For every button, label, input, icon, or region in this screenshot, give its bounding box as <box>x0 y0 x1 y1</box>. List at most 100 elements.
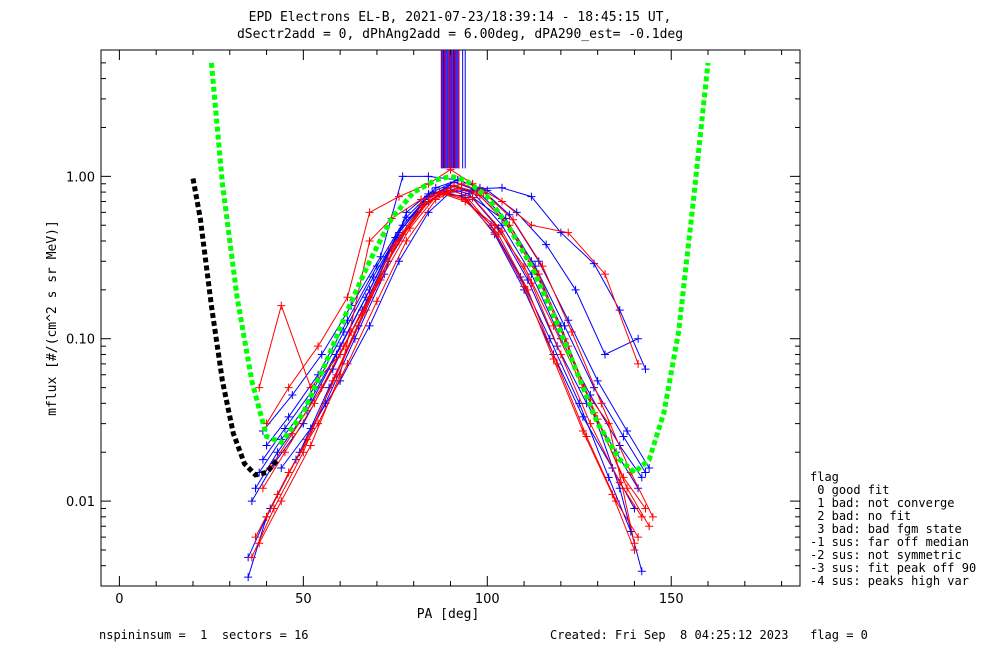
blue-data-point <box>593 376 602 385</box>
blue-data-point <box>398 172 407 181</box>
blue-data-point <box>527 192 536 201</box>
blue-data-point <box>512 208 521 217</box>
red-data-point <box>490 228 499 237</box>
blue-data-point <box>350 334 359 343</box>
blue-series-line <box>280 187 646 469</box>
legend-item: 3 bad: bad fgm state <box>810 522 962 536</box>
red-data-point <box>498 197 507 206</box>
legend-item: -2 sus: not symmetric <box>810 548 962 562</box>
red-data-point <box>365 208 374 217</box>
red-series-line <box>269 183 654 518</box>
red-data-point <box>336 370 345 379</box>
red-data-point <box>406 224 415 233</box>
legend-item: -1 sus: far off median <box>810 535 969 549</box>
red-data-point <box>343 359 352 368</box>
footer-created-info: Created: Fri Sep 8 04:25:12 2023 flag = … <box>550 628 868 642</box>
red-data-point <box>255 539 264 548</box>
chart-title-line-1: EPD Electrons EL-B, 2021-07-23/18:39:14 … <box>249 10 672 25</box>
red-data-point <box>586 419 595 428</box>
blue-data-point <box>365 321 374 330</box>
legend-item: 1 bad: not converge <box>810 496 955 510</box>
red-data-point <box>556 350 565 359</box>
red-data-point <box>343 293 352 302</box>
blue-data-point <box>571 285 580 294</box>
blue-data-point <box>288 391 297 400</box>
blue-data-point <box>247 497 256 506</box>
blue-data-point <box>317 350 326 359</box>
blue-data-point <box>623 427 632 436</box>
red-data-point <box>597 399 606 408</box>
x-tick-label: 100 <box>475 592 500 607</box>
blue-data-point <box>424 189 433 198</box>
blue-series-line <box>247 193 632 558</box>
red-data-point <box>247 553 256 562</box>
y-axis-label: mflux [#/(cm^2 s sr MeV)] <box>45 220 60 416</box>
blue-series-line <box>262 175 639 432</box>
blue-data-point <box>262 441 271 450</box>
legend-item: 0 good fit <box>810 483 889 497</box>
red-data-point <box>453 184 462 193</box>
red-data-point <box>468 193 477 202</box>
red-data-point <box>417 195 426 204</box>
x-axis-label: PA [deg] <box>417 607 480 622</box>
blue-data-point <box>280 424 289 433</box>
blue-data-point <box>244 573 253 582</box>
red-data-point <box>623 484 632 493</box>
red-data-point <box>372 297 381 306</box>
red-series-line <box>258 193 635 544</box>
red-series-line <box>262 184 646 509</box>
red-data-point <box>439 189 448 198</box>
x-tick-label: 0 <box>115 592 123 607</box>
red-data-point <box>284 468 293 477</box>
blue-series-line <box>262 181 646 473</box>
y-tick-label: 0.10 <box>66 333 95 348</box>
blue-data-point <box>431 183 440 192</box>
red-data-point <box>608 490 617 499</box>
red-data-point <box>314 342 323 351</box>
red-data-point <box>376 275 385 284</box>
red-data-point <box>269 504 278 513</box>
red-data-point <box>347 328 356 337</box>
legend-title: flag <box>810 470 839 484</box>
red-series-line <box>266 188 650 527</box>
vertical-lines-layer <box>440 50 466 169</box>
blue-data-point <box>402 208 411 217</box>
blue-data-point <box>637 473 646 482</box>
blue-data-point <box>601 350 610 359</box>
red-data-point <box>306 441 315 450</box>
blue-data-point <box>634 334 643 343</box>
blue-data-point <box>376 252 385 261</box>
blue-data-point <box>284 412 293 421</box>
red-data-point <box>553 359 562 368</box>
blue-data-point <box>277 463 286 472</box>
blue-data-point <box>637 567 646 576</box>
blue-data-point <box>641 365 650 374</box>
red-data-point <box>578 427 587 436</box>
legend-item: -3 sus: fit peak off 90 <box>810 561 976 575</box>
red-data-point <box>394 192 403 201</box>
green-dashed-fit-curve <box>208 62 711 476</box>
y-tick-label: 1.00 <box>66 170 95 185</box>
red-data-point <box>549 355 558 364</box>
blue-data-point <box>251 484 260 493</box>
red-data-point <box>564 228 573 237</box>
red-data-point <box>328 376 337 385</box>
flag-legend: flag 0 good fit 1 bad: not converge 2 ba… <box>810 470 976 588</box>
red-data-point <box>398 230 407 239</box>
black-dashed-fit-curve <box>190 178 280 478</box>
blue-series-line <box>251 191 635 509</box>
red-data-point <box>615 478 624 487</box>
blue-data-point <box>619 432 628 441</box>
red-series-line <box>255 191 639 538</box>
blue-data-point <box>534 257 543 266</box>
red-data-point <box>630 539 639 548</box>
red-data-point <box>490 221 499 230</box>
red-data-point <box>277 301 286 310</box>
blue-data-point <box>542 240 551 249</box>
red-data-point <box>567 328 576 337</box>
red-data-point <box>604 419 613 428</box>
red-data-point <box>255 383 264 392</box>
footer-spin-info: nspininsum = 1 sectors = 16 <box>99 628 309 642</box>
legend-item: 2 bad: no fit <box>810 509 911 523</box>
red-data-point <box>280 448 289 457</box>
